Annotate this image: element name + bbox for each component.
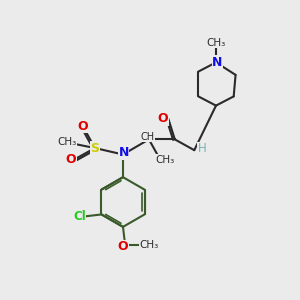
Text: CH₃: CH₃ [57, 137, 76, 147]
Text: CH: CH [140, 132, 154, 142]
Text: H: H [198, 142, 206, 155]
Text: N: N [212, 56, 223, 69]
Text: CH₃: CH₃ [155, 155, 174, 165]
Text: S: S [90, 142, 99, 154]
Text: O: O [117, 240, 128, 253]
Text: O: O [77, 120, 88, 133]
Text: N: N [118, 146, 129, 160]
Text: O: O [158, 112, 168, 125]
Text: O: O [65, 153, 76, 166]
Text: Cl: Cl [73, 210, 86, 223]
Text: CH₃: CH₃ [206, 38, 226, 48]
Text: CH₃: CH₃ [139, 240, 158, 250]
